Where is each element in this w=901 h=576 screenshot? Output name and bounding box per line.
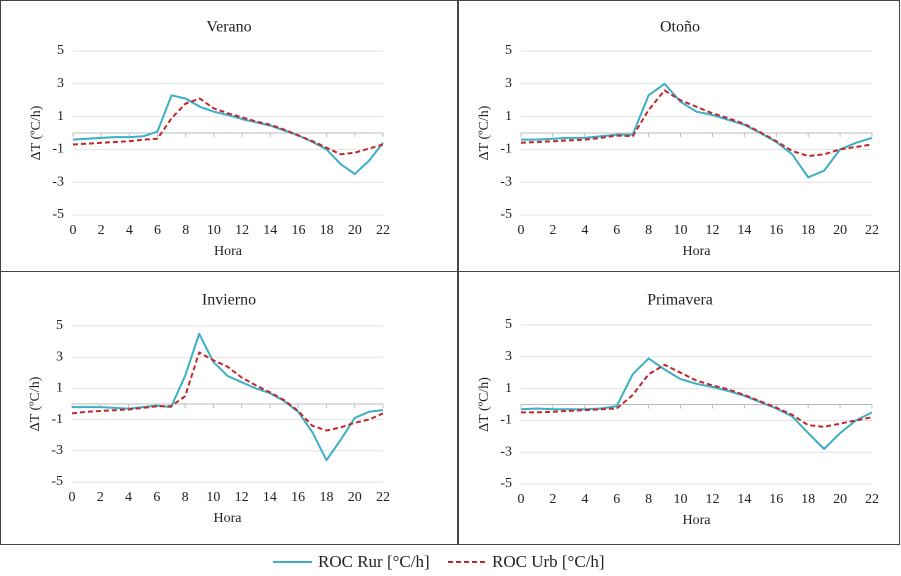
x-tick-label: 10: [207, 223, 221, 238]
y-tick-label: 5: [505, 317, 512, 332]
x-tick-label: 10: [674, 223, 688, 238]
series-line: [521, 82, 873, 179]
x-tick-label: 4: [581, 492, 588, 507]
x-tick-label: 14: [263, 223, 277, 238]
x-tick-label: 2: [549, 492, 556, 507]
x-tick-label: 20: [833, 223, 847, 238]
x-tick-label: 18: [801, 223, 815, 238]
series-line: [520, 357, 873, 450]
x-tick-label: 8: [182, 490, 189, 505]
x-tick-label: 16: [291, 490, 305, 505]
y-tick-label: 5: [56, 318, 63, 333]
series-line: [520, 89, 873, 157]
y-tick-label: -1: [500, 142, 512, 157]
y-tick-label: 1: [56, 381, 63, 396]
x-axis-label: Hora: [214, 511, 243, 526]
x-tick-label: 4: [125, 490, 132, 505]
y-tick-label: -1: [52, 142, 64, 157]
series-line: [72, 94, 384, 175]
x-tick-label: 14: [737, 492, 751, 507]
x-tick-label: 20: [348, 490, 362, 505]
y-tick-label: -5: [51, 474, 63, 489]
x-tick-label: 2: [98, 223, 105, 238]
panel-border: [0, 271, 458, 545]
y-tick-label: 1: [505, 381, 512, 396]
panel-title: Invierno: [202, 292, 256, 309]
x-tick-label: 8: [645, 492, 652, 507]
x-tick-label: 4: [126, 223, 133, 238]
y-tick-label: 5: [57, 43, 64, 58]
legend: ROC Rur [°C/h] ROC Urb [°C/h]: [273, 552, 605, 571]
x-tick-label: 6: [153, 490, 160, 505]
y-tick-label: 3: [56, 349, 63, 364]
x-tick-label: 20: [348, 223, 362, 238]
x-tick-label: 0: [70, 223, 77, 238]
y-tick-label: -3: [52, 174, 64, 189]
x-tick-label: 0: [518, 492, 525, 507]
y-tick-label: -5: [500, 207, 512, 222]
series-line: [72, 332, 384, 462]
x-tick-label: 14: [737, 223, 751, 238]
x-axis-label: Hora: [214, 244, 243, 259]
x-tick-label: 20: [833, 492, 847, 507]
x-tick-label: 6: [613, 492, 620, 507]
x-tick-label: 22: [865, 223, 879, 238]
panel-title: Verano: [206, 19, 251, 36]
legend-label: ROC Urb [°C/h]: [492, 552, 605, 571]
x-tick-label: 0: [69, 490, 76, 505]
x-tick-label: 18: [319, 490, 333, 505]
y-axis-label: ΔT (ºC/h): [29, 105, 44, 160]
y-tick-label: -3: [500, 444, 512, 459]
x-tick-label: 22: [376, 223, 390, 238]
x-tick-label: 10: [206, 490, 220, 505]
series-line: [72, 97, 384, 156]
series-line: [521, 363, 873, 428]
y-tick-label: 5: [505, 43, 512, 58]
y-tick-label: -5: [500, 476, 512, 491]
x-tick-label: 16: [769, 223, 783, 238]
panel-title: Primavera: [647, 292, 713, 309]
x-tick-label: 2: [549, 223, 556, 238]
y-tick-label: 3: [505, 349, 512, 364]
series-line: [71, 351, 384, 432]
x-tick-label: 4: [581, 223, 588, 238]
x-tick-label: 18: [801, 492, 815, 507]
x-tick-label: 12: [705, 492, 719, 507]
panel-border: [458, 271, 900, 545]
x-tick-label: 12: [705, 223, 719, 238]
x-tick-label: 14: [263, 490, 277, 505]
x-tick-label: 2: [97, 490, 104, 505]
y-tick-label: 3: [57, 76, 64, 91]
x-tick-label: 6: [613, 223, 620, 238]
x-tick-label: 8: [645, 223, 652, 238]
x-tick-label: 18: [320, 223, 334, 238]
x-axis-label: Hora: [683, 244, 712, 259]
x-tick-label: 10: [674, 492, 688, 507]
x-tick-label: 22: [865, 492, 879, 507]
x-tick-label: 0: [518, 223, 525, 238]
x-axis-label: Hora: [683, 513, 712, 528]
y-tick-label: 1: [57, 109, 64, 124]
y-tick-label: 1: [505, 109, 512, 124]
y-tick-label: -1: [500, 413, 512, 428]
x-tick-label: 16: [291, 223, 305, 238]
x-tick-label: 12: [235, 490, 249, 505]
legend-label: ROC Rur [°C/h]: [318, 552, 430, 571]
y-tick-label: -3: [51, 443, 63, 458]
x-tick-label: 12: [235, 223, 249, 238]
x-tick-label: 22: [376, 490, 390, 505]
y-axis-label: ΔT (ºC/h): [477, 105, 492, 160]
y-tick-label: -3: [500, 174, 512, 189]
x-tick-label: 16: [769, 492, 783, 507]
y-axis-label: ΔT (ºC/h): [477, 377, 492, 432]
y-tick-label: 3: [505, 76, 512, 91]
y-axis-label: ΔT (ºC/h): [28, 376, 43, 431]
x-tick-label: 6: [154, 223, 161, 238]
panel-title: Otoño: [660, 19, 700, 36]
x-tick-label: 8: [182, 223, 189, 238]
y-tick-label: -5: [52, 207, 64, 222]
y-tick-label: -1: [51, 412, 63, 427]
